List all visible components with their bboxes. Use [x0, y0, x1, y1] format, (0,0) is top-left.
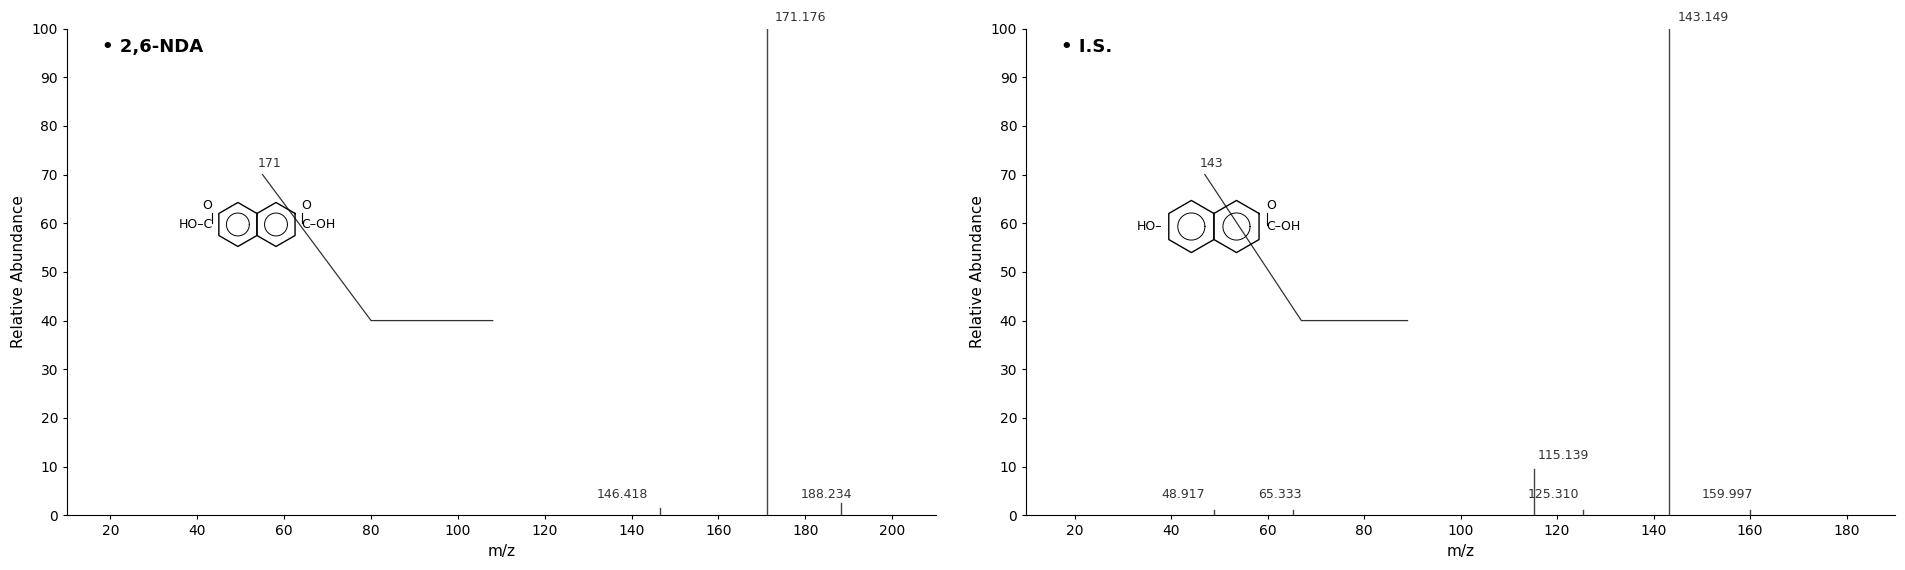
Y-axis label: Relative Abundance: Relative Abundance — [11, 196, 27, 348]
Text: 48.917: 48.917 — [1160, 488, 1204, 500]
Text: 146.418: 146.418 — [596, 488, 648, 500]
X-axis label: m/z: m/z — [1446, 544, 1474, 559]
Text: • 2,6-NDA: • 2,6-NDA — [101, 38, 202, 56]
Text: 188.234: 188.234 — [800, 488, 852, 500]
Text: 125.310: 125.310 — [1528, 488, 1579, 500]
Text: 115.139: 115.139 — [1537, 449, 1589, 462]
Text: 171.176: 171.176 — [775, 11, 827, 23]
Text: • I.S.: • I.S. — [1061, 38, 1113, 56]
Text: 65.333: 65.333 — [1257, 488, 1301, 500]
Text: 143: 143 — [1200, 157, 1223, 170]
Text: 159.997: 159.997 — [1701, 488, 1753, 500]
Y-axis label: Relative Abundance: Relative Abundance — [970, 196, 985, 348]
Text: 143.149: 143.149 — [1676, 11, 1728, 23]
X-axis label: m/z: m/z — [488, 544, 514, 559]
Text: 171: 171 — [257, 157, 282, 170]
